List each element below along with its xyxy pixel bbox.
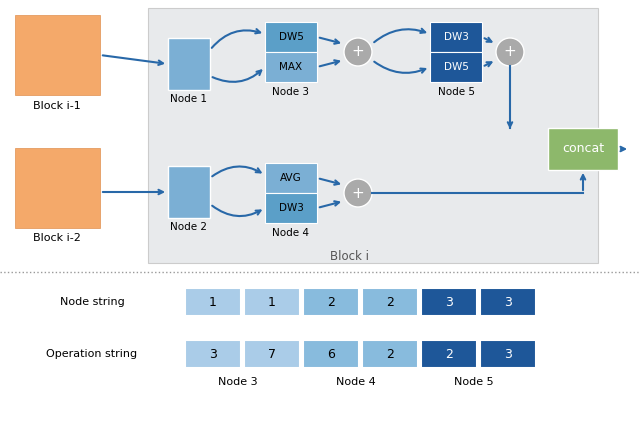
Text: +: +	[351, 45, 364, 59]
Text: MAX: MAX	[280, 62, 303, 72]
Text: Block i-1: Block i-1	[33, 101, 81, 111]
Bar	[265, 52, 317, 82]
Bar	[265, 163, 317, 193]
Text: 1: 1	[268, 296, 276, 309]
Bar	[480, 288, 536, 316]
Bar	[148, 8, 598, 263]
Text: Block i-2: Block i-2	[33, 233, 81, 243]
Text: Node 3: Node 3	[218, 377, 257, 387]
Text: DW3: DW3	[444, 32, 468, 42]
Text: concat: concat	[562, 142, 604, 155]
Bar	[168, 38, 210, 90]
Bar	[244, 288, 300, 316]
Text: +: +	[351, 186, 364, 200]
Text: Block i: Block i	[330, 250, 369, 263]
Text: 3: 3	[209, 347, 217, 360]
Bar	[480, 340, 536, 368]
Text: 2: 2	[386, 347, 394, 360]
Text: DW5: DW5	[444, 62, 468, 72]
Bar	[244, 340, 300, 368]
Bar	[548, 128, 618, 170]
Text: AVG: AVG	[280, 173, 302, 183]
Text: Node 5: Node 5	[454, 377, 493, 387]
Text: Node 4: Node 4	[273, 228, 310, 238]
Bar	[15, 15, 100, 95]
Text: 2: 2	[445, 347, 453, 360]
Ellipse shape	[344, 38, 372, 66]
Text: Node 5: Node 5	[438, 87, 474, 97]
Text: +: +	[504, 45, 516, 59]
Bar	[303, 288, 359, 316]
Bar	[15, 148, 100, 228]
Bar	[362, 340, 418, 368]
Text: 7: 7	[268, 347, 276, 360]
Text: DW5: DW5	[278, 32, 303, 42]
Text: DW3: DW3	[278, 203, 303, 213]
Text: 3: 3	[504, 347, 512, 360]
Bar	[421, 340, 477, 368]
Bar	[303, 340, 359, 368]
Bar	[430, 22, 482, 52]
Text: 1: 1	[209, 296, 217, 309]
Bar	[185, 340, 241, 368]
Text: 2: 2	[386, 296, 394, 309]
Text: Operation string: Operation string	[47, 349, 138, 359]
Ellipse shape	[496, 38, 524, 66]
Text: Node 2: Node 2	[170, 222, 207, 232]
Ellipse shape	[344, 179, 372, 207]
Bar	[265, 193, 317, 223]
Text: Node 4: Node 4	[335, 377, 376, 387]
Bar	[168, 166, 210, 218]
Text: Node 3: Node 3	[273, 87, 310, 97]
Bar	[421, 288, 477, 316]
Text: 6: 6	[327, 347, 335, 360]
Bar	[430, 52, 482, 82]
Bar	[362, 288, 418, 316]
Text: Node string: Node string	[60, 297, 124, 307]
Text: Node 1: Node 1	[170, 94, 207, 104]
Bar	[265, 22, 317, 52]
Bar	[185, 288, 241, 316]
Text: 2: 2	[327, 296, 335, 309]
Text: 3: 3	[504, 296, 512, 309]
Text: 3: 3	[445, 296, 453, 309]
